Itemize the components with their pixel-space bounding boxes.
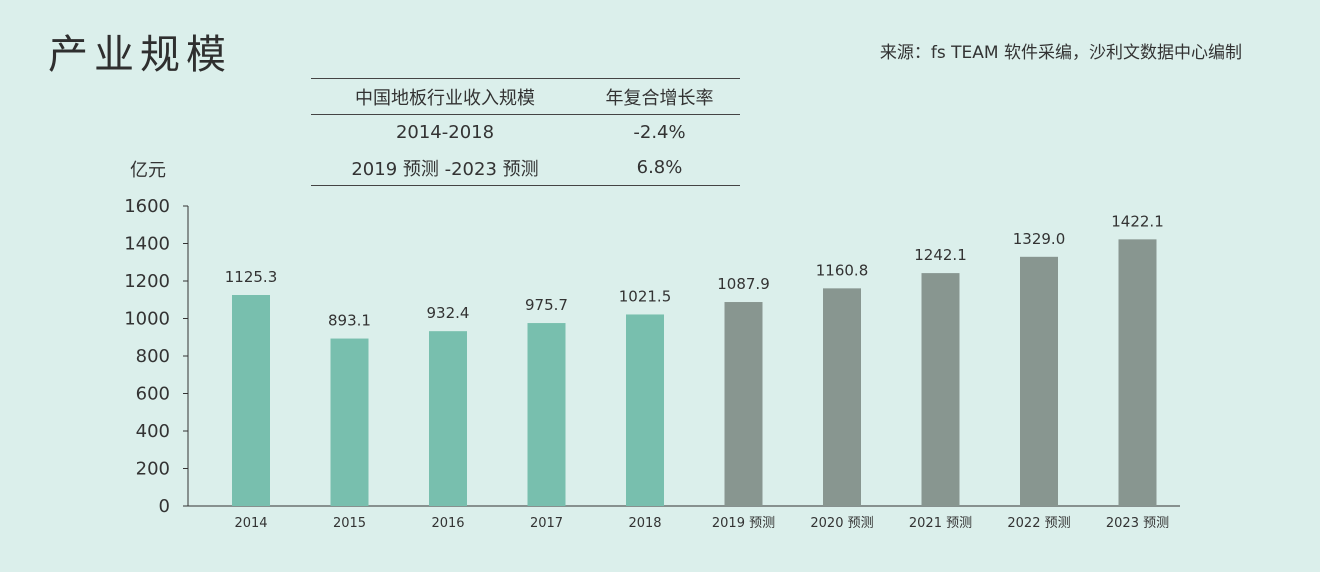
bar-value-label: 1160.8 (816, 261, 869, 279)
table-cell-period: 2019 预测 -2023 预测 (311, 150, 579, 186)
bar (724, 302, 763, 506)
y-tick-label: 1000 (124, 309, 170, 330)
growth-rate-table: 中国地板行业收入规模 年复合增长率 2014-2018 -2.4% 2019 预… (311, 78, 740, 186)
table-header-cagr: 年复合增长率 (579, 78, 740, 115)
table-cell-cagr: 6.8% (579, 150, 740, 186)
bar-value-label: 1422.1 (1111, 212, 1164, 230)
y-tick-label: 800 (136, 346, 170, 367)
bar-value-label: 1125.3 (225, 268, 278, 286)
bar (1118, 239, 1157, 506)
table-cell-period: 2014-2018 (395, 122, 495, 143)
bar (232, 295, 270, 506)
bar (626, 314, 664, 506)
y-tick-label: 1200 (124, 271, 170, 292)
x-category-label: 2021 预测 (909, 516, 972, 531)
x-category-label: 2016 (431, 516, 464, 531)
bar-value-label: 975.7 (525, 296, 568, 314)
y-tick-label: 1400 (124, 234, 170, 255)
x-category-label: 2020 预测 (810, 516, 873, 531)
x-category-label: 2018 (628, 516, 661, 531)
table-cell-cagr: -2.4% (633, 122, 686, 143)
table-row: 2019 预测 -2023 预测 6.8% (311, 150, 740, 186)
chart-bars (232, 239, 1157, 506)
bar-value-label: 1087.9 (717, 275, 770, 293)
x-category-label: 2022 预测 (1007, 516, 1070, 531)
bar (330, 338, 369, 506)
bar (1020, 256, 1058, 506)
table-header-row: 中国地板行业收入规模 年复合增长率 (311, 78, 740, 115)
bar-value-label: 1329.0 (1013, 230, 1066, 248)
bar-value-label: 932.4 (427, 304, 470, 322)
bar (527, 323, 566, 506)
table-row: 2014-2018 -2.4% (311, 115, 740, 151)
y-tick-label: 0 (159, 496, 170, 517)
chart-labels: 0 200 400 600 800 1000 1200 1400 1600 1125.3 2014 8… (124, 196, 1169, 531)
x-category-label: 2014 (234, 516, 267, 531)
y-tick-label: 1600 (124, 196, 170, 217)
y-axis-unit-label: 亿元 (130, 160, 166, 181)
y-tick-label: 600 (136, 384, 170, 405)
bar-value-label: 1242.1 (914, 246, 967, 264)
bar (823, 288, 861, 506)
x-category-label: 2017 (530, 516, 563, 531)
source-note: 来源：fs TEAM 软件采编，沙利文数据中心编制 (879, 43, 1242, 63)
bar (429, 331, 467, 506)
x-category-label: 2019 预测 (712, 516, 775, 531)
table-header-revenue: 中国地板行业收入规模 (311, 78, 579, 115)
bar (921, 273, 960, 506)
bar-value-label: 1021.5 (619, 287, 672, 305)
y-tick-label: 200 (136, 459, 170, 480)
page-title: 产业规模 (48, 32, 232, 78)
x-category-label: 2023 预测 (1106, 516, 1169, 531)
x-category-label: 2015 (333, 516, 366, 531)
y-tick-label: 400 (136, 421, 170, 442)
bar-value-label: 893.1 (328, 312, 371, 330)
